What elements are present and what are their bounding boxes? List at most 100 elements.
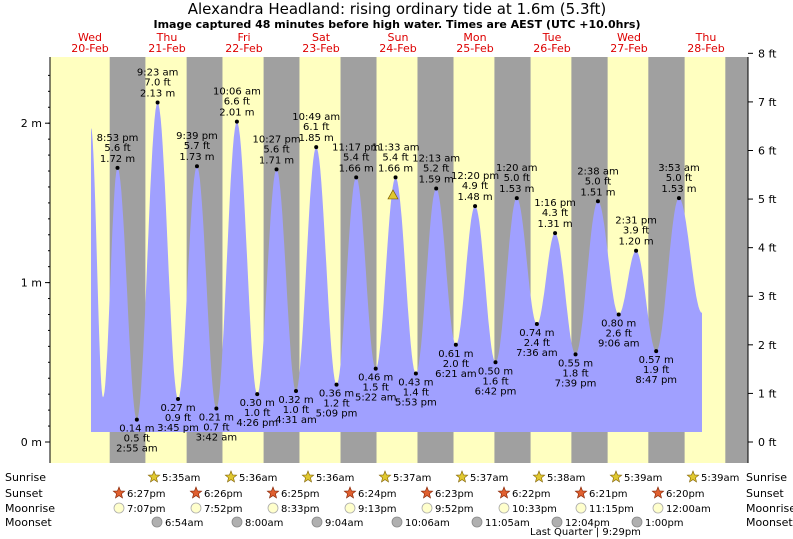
tide-m-label: 1.66 m [378,163,413,174]
tide-m-label: 0.43 m [398,377,433,388]
astro-row-label: Sunset [5,487,43,500]
tide-ft-label: 5.4 ft [382,152,408,163]
tide-point [634,248,639,253]
tide-ft-label: 2.4 ft [524,338,550,349]
tide-time-label: 6:42 pm [475,386,517,397]
tide-time-label: 4:31 am [275,415,317,426]
tide-m-label: 0.57 m [639,355,674,366]
sunrise-time: 5:36am [316,473,354,484]
tide-point [155,100,160,105]
tide-time-label: 5:22 am [355,393,397,404]
day-label-date: 24-Feb [379,42,416,55]
tide-m-label: 1.31 m [537,219,572,230]
tide-point [514,196,519,201]
sunset-icon [574,486,588,499]
tide-point [654,349,659,354]
tide-time-label: 6:21 am [435,369,477,380]
tide-ft-label: 6.1 ft [303,122,329,133]
right-tick-label: 2 ft [758,339,777,352]
tide-m-label: 1.48 m [457,192,492,203]
astro-row-label-right: Moonrise [746,502,793,515]
sunrise-time: 5:39am [624,473,662,484]
tide-m-label: 0.74 m [519,328,554,339]
moonset-icon [151,516,163,528]
sunrise-time: 5:35am [162,473,200,484]
moonset-icon [231,516,243,528]
moonrise-time: 10:33pm [512,504,557,515]
sunrise-icon [609,470,623,483]
tide-m-label: 0.55 m [558,358,593,369]
sunset-time: 6:26pm [204,489,243,500]
tide-time-label: 3:45 pm [157,423,199,434]
tide-m-label: 1.53 m [499,184,534,195]
tide-point [493,360,498,365]
sunset-icon [189,486,203,499]
tide-ft-label: 0.9 ft [165,413,191,424]
tide-point [134,417,139,422]
day-label-dow: Sun [388,31,409,44]
moonrise-time: 9:52pm [435,504,474,515]
sunrise-icon [224,470,238,483]
right-tick-label: 0 ft [758,436,777,449]
day-label-date: 27-Feb [610,42,647,55]
tide-ft-label: 1.0 ft [283,405,309,416]
sunset-time: 6:20pm [666,489,705,500]
moonset-time: 11:05am [485,518,530,529]
moonset-icon [551,516,563,528]
right-tick-label: 5 ft [758,193,777,206]
tide-points: 8:53 pm5.6 ft1.72 m0.14 m0.5 ft2:55 am9:… [97,67,700,454]
tide-m-label: 0.80 m [601,318,636,329]
tide-ft-label: 1.8 ft [562,368,588,379]
moonrise-icon [344,502,356,514]
tide-point [473,204,478,209]
tide-time-label: 8:47 pm [635,375,677,386]
tide-m-label: 0.36 m [319,389,354,400]
tide-m-label: 2.13 m [140,88,175,99]
moonset-time: 9:04am [325,518,363,529]
tide-point [595,199,600,204]
moonrise-icon [421,502,433,514]
right-tick-label: 6 ft [758,144,777,157]
tide-m-label: 1.51 m [580,187,615,198]
sunset-icon [420,486,434,499]
sunrise-time: 5:37am [470,473,508,484]
tide-point [255,392,260,397]
day-labels: Wed20-FebThu21-FebFri22-FebSat23-FebSun2… [71,31,724,55]
tide-time-label: 3:53 am [658,163,700,174]
moonrise-time: 12:00am [666,504,711,515]
tide-point [214,406,219,411]
day-label-date: 21-Feb [148,42,185,55]
astro-table: Sunrise Sunrise Sunset Sunset Moonrise Moonri… [5,470,793,538]
day-label-date: 20-Feb [71,42,108,55]
tide-time-label: 10:06 am [213,87,261,98]
tide-time-label: 11:33 am [372,142,420,153]
tide-ft-label: 1.9 ft [643,365,669,376]
moonrise-time: 9:13pm [358,504,397,515]
tide-ft-label: 2.6 ft [606,328,632,339]
sunrise-time: 5:37am [393,473,431,484]
sunrise-icon [378,470,392,483]
moonset-time: 6:54am [165,518,203,529]
moonset-time: 8:00am [245,518,283,529]
moonrise-icon [652,502,664,514]
right-tick-label: 4 ft [758,242,777,255]
tide-ft-label: 5.0 ft [666,173,692,184]
tide-m-label: 1.72 m [100,154,135,165]
tide-time-label: 5:09 pm [316,409,358,420]
day-label-dow: Wed [78,31,102,44]
day-label-dow: Mon [463,31,486,44]
sunset-icon [651,486,665,499]
left-tick-label: 1 m [21,277,42,290]
night-band [725,57,748,463]
astro-row-label: Sunrise [5,471,46,484]
tide-ft-label: 6.6 ft [224,97,250,108]
tide-m-label: 1.71 m [259,155,294,166]
tide-ft-label: 4.3 ft [542,208,568,219]
tide-point [534,322,539,327]
tide-m-label: 0.27 m [160,403,195,414]
moonrise-icon [113,502,125,514]
moonset-time: 12:04pm [565,518,610,529]
day-label-dow: Fri [237,31,250,44]
tide-time-label: 10:49 am [292,112,340,123]
sunset-time: 6:22pm [512,489,551,500]
